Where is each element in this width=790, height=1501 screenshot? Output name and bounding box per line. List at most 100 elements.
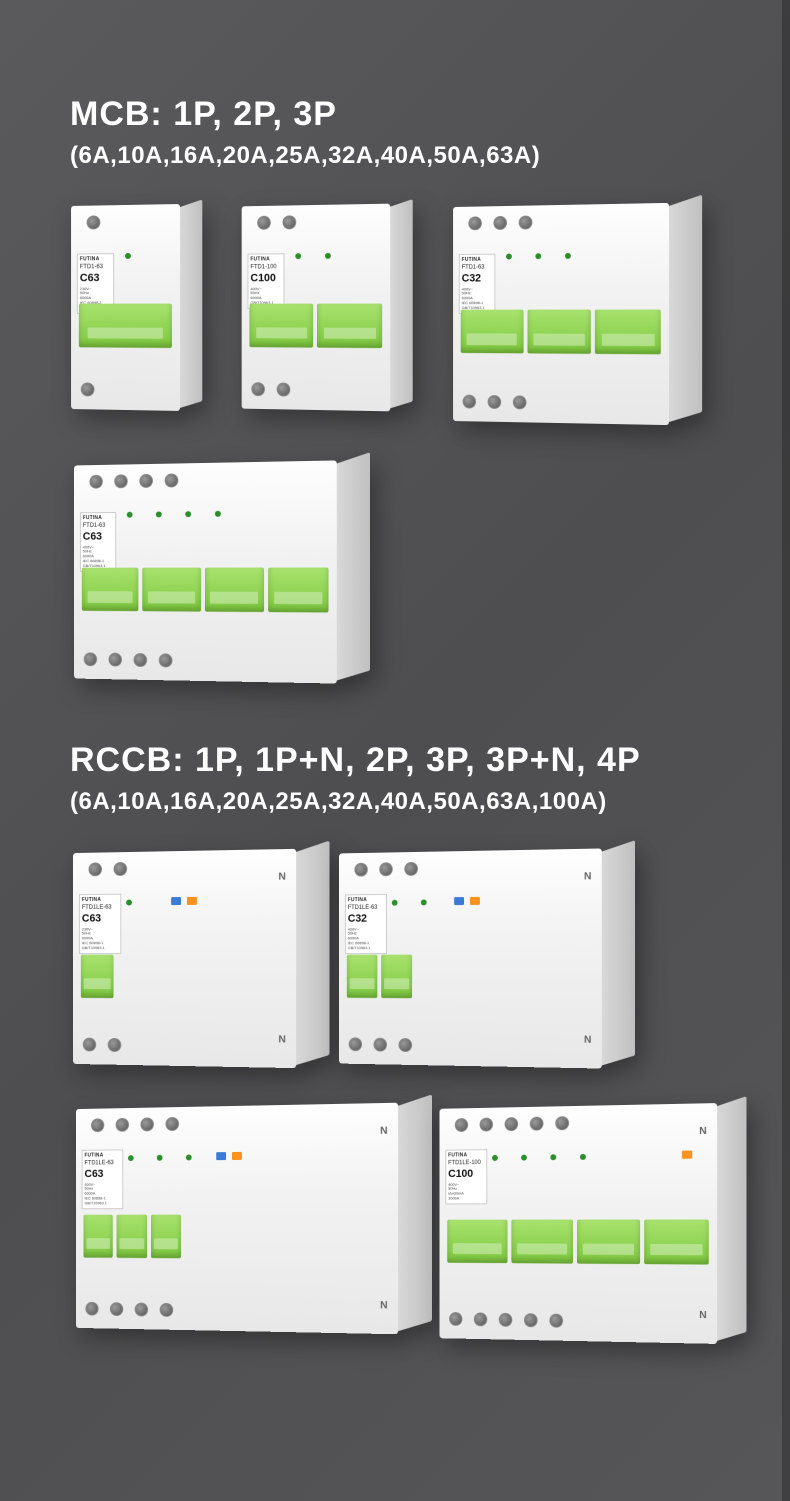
product-card: NNFUTINAFTD1LE-63C32400V~50Hz6000AIEC 60…: [335, 851, 600, 1066]
breaker-toggle[interactable]: [447, 1219, 507, 1262]
indicator-icon: [550, 1154, 556, 1160]
n-mark: N: [699, 1126, 706, 1137]
indicator-icon: [128, 1155, 134, 1161]
terminal-icon: [455, 1118, 468, 1132]
terminal-icon: [91, 1118, 104, 1132]
terminal-icon: [399, 1038, 413, 1052]
terminal-icon: [530, 1117, 544, 1131]
terminal-icon: [505, 1117, 519, 1131]
terminal-icon: [277, 382, 291, 396]
product-card: FUTINAFTD1-63C63400V~50Hz6000AIEC 60898-…: [70, 463, 335, 681]
terminal-icon: [488, 395, 502, 409]
breaker-toggle[interactable]: [249, 303, 313, 347]
indicator-icon: [535, 253, 541, 259]
indicator-icon: [521, 1155, 527, 1161]
mcb-title: MCB: 1P, 2P, 3P: [70, 95, 720, 134]
terminal-icon: [81, 382, 95, 396]
test-button-orange[interactable]: [470, 897, 480, 905]
test-button-blue[interactable]: [454, 897, 464, 905]
spec-label: FUTINAFTD1LE-100C100400V~50HzIΔn30mA1000…: [445, 1149, 487, 1204]
product-card: FUTINAFTD1-100C100400V~50Hz6000AGB/T1096…: [240, 205, 390, 423]
terminal-icon: [134, 653, 148, 667]
indicator-icon: [580, 1154, 586, 1160]
rccb-product-grid: N N FUTINAFTD1LE-63C63230V~50Hz6000AIEC 60…: [70, 851, 720, 1341]
terminal-icon: [165, 473, 179, 487]
terminal-icon: [114, 474, 127, 488]
terminal-icon: [468, 216, 481, 230]
mcb-subtitle: (6A,10A,16A,20A,25A,32A,40A,50A,63A): [70, 142, 720, 170]
terminal-icon: [374, 1038, 387, 1052]
spec-label: FUTINAFTD1-100C100400V~50Hz6000AGB/T1096…: [247, 253, 284, 308]
breaker-toggle[interactable]: [347, 954, 378, 997]
breaker-toggle[interactable]: [461, 310, 524, 354]
breaker-toggle[interactable]: [204, 568, 263, 612]
test-button-orange[interactable]: [682, 1151, 692, 1159]
terminal-icon: [108, 1038, 122, 1052]
mcb-product-grid: FUTINAFTD1-63C63230V~50Hz6000AIEC 60898-…: [70, 205, 720, 681]
n-mark: N: [380, 1126, 388, 1137]
test-button-orange[interactable]: [232, 1152, 242, 1160]
indicator-icon: [392, 900, 398, 906]
spec-label: FUTINAFTD1LE-63C63400V~50Hz6000AIEC 6089…: [82, 1149, 124, 1208]
spec-label: FUTINAFTD1LE-63C63230V~50Hz6000AIEC 6089…: [79, 894, 121, 954]
terminal-icon: [114, 862, 128, 876]
indicator-icon: [565, 253, 571, 259]
terminal-icon: [89, 475, 102, 489]
indicator-icon: [185, 511, 191, 517]
breaker-toggle[interactable]: [595, 310, 661, 355]
terminal-icon: [140, 1117, 153, 1131]
terminal-icon: [555, 1116, 569, 1130]
n-mark: N: [278, 871, 285, 882]
terminal-icon: [110, 1302, 123, 1316]
breaker-toggle[interactable]: [79, 303, 172, 347]
terminal-icon: [354, 863, 367, 877]
n-mark: N: [584, 871, 591, 882]
terminal-icon: [84, 652, 97, 666]
breaker-toggle[interactable]: [117, 1214, 147, 1257]
spec-label: FUTINAFTD1-63C63400V~50Hz6000AIEC 60898-…: [80, 512, 116, 572]
terminal-icon: [499, 1313, 513, 1327]
product-card: NNFUTINAFTD1LE-63C63400V~50Hz6000AIEC 60…: [70, 1106, 395, 1341]
terminal-icon: [89, 862, 102, 876]
product-card: NNFUTINAFTD1LE-100C100400V~50HzIΔn30mA10…: [435, 1106, 715, 1341]
spec-label: FUTINAFTD1-63C32400V~50Hz6000AIEC 60898-…: [459, 254, 496, 314]
terminal-icon: [463, 395, 476, 409]
indicator-icon: [215, 511, 221, 517]
breaker-toggle[interactable]: [317, 303, 382, 348]
breaker-toggle[interactable]: [82, 568, 139, 612]
breaker-toggle[interactable]: [577, 1219, 640, 1264]
breaker-toggle[interactable]: [511, 1219, 573, 1263]
terminal-icon: [283, 215, 297, 229]
terminal-icon: [165, 1117, 179, 1131]
terminal-icon: [87, 215, 101, 229]
breaker-toggle[interactable]: [527, 310, 591, 354]
breaker-toggle[interactable]: [84, 1214, 114, 1257]
mcb-section: MCB: 1P, 2P, 3P (6A,10A,16A,20A,25A,32A,…: [0, 0, 790, 681]
indicator-icon: [126, 900, 132, 906]
terminal-icon: [524, 1313, 538, 1327]
breaker-toggle[interactable]: [268, 568, 329, 613]
terminal-icon: [349, 1037, 362, 1051]
breaker-toggle[interactable]: [644, 1219, 709, 1264]
indicator-icon: [157, 1155, 163, 1161]
indicator-icon: [295, 253, 301, 259]
rccb-title: RCCB: 1P, 1P+N, 2P, 3P, 3P+N, 4P: [70, 741, 720, 780]
terminal-icon: [159, 653, 173, 667]
indicator-icon: [127, 512, 133, 518]
spec-label: FUTINAFTD1LE-63C32400V~50Hz6000AIEC 6089…: [345, 894, 387, 954]
indicator-icon: [125, 253, 131, 259]
terminal-icon: [257, 216, 271, 230]
test-button-blue[interactable]: [216, 1152, 226, 1160]
test-button-orange[interactable]: [187, 897, 197, 905]
breaker-toggle[interactable]: [381, 954, 412, 998]
breaker-toggle[interactable]: [81, 954, 114, 997]
terminal-icon: [513, 395, 527, 409]
indicator-icon: [156, 511, 162, 517]
terminal-icon: [135, 1303, 148, 1317]
indicator-icon: [186, 1154, 192, 1160]
breaker-toggle[interactable]: [151, 1214, 181, 1258]
test-button-blue[interactable]: [171, 897, 181, 905]
breaker-toggle[interactable]: [142, 568, 200, 612]
terminal-icon: [519, 215, 533, 229]
indicator-icon: [492, 1155, 498, 1161]
